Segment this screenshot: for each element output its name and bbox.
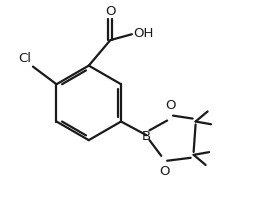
Text: O: O xyxy=(105,5,116,18)
Text: Cl: Cl xyxy=(18,52,31,65)
Text: B: B xyxy=(142,130,151,143)
Text: O: O xyxy=(165,99,175,112)
Text: O: O xyxy=(159,165,169,178)
Text: OH: OH xyxy=(133,27,153,40)
